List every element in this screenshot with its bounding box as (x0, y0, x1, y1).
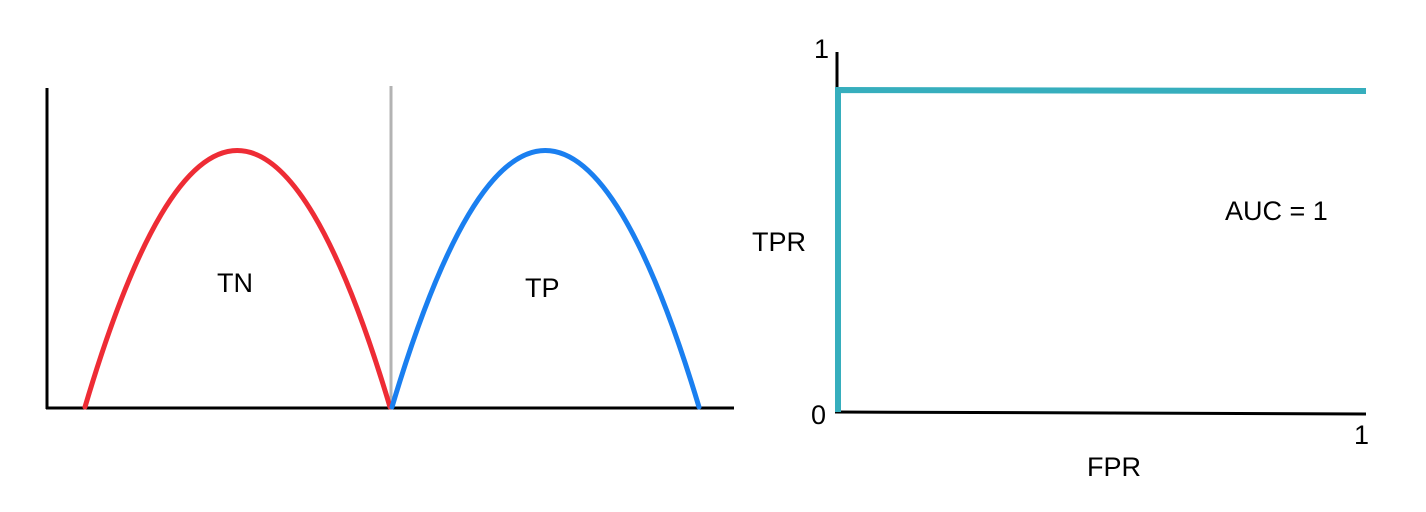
roc-curve (835, 86, 1367, 412)
y-tick-top: 1 (814, 34, 829, 64)
x-axis-label: FPR (1087, 452, 1141, 482)
distribution-panel: TN TP (45, 86, 734, 410)
y-tick-bottom: 0 (811, 400, 826, 430)
x-tick-right: 1 (1354, 420, 1369, 450)
roc-panel: 1 0 1 TPR FPR AUC = 1 (752, 34, 1369, 482)
roc-x-axis (834, 410, 1367, 416)
true-negative-label: TN (217, 268, 253, 298)
y-axis-label: TPR (752, 227, 806, 257)
auc-annotation: AUC = 1 (1225, 196, 1328, 226)
negative-distribution-curve (82, 148, 393, 410)
positive-distribution-curve (389, 148, 702, 410)
true-positive-label: TP (525, 273, 560, 303)
